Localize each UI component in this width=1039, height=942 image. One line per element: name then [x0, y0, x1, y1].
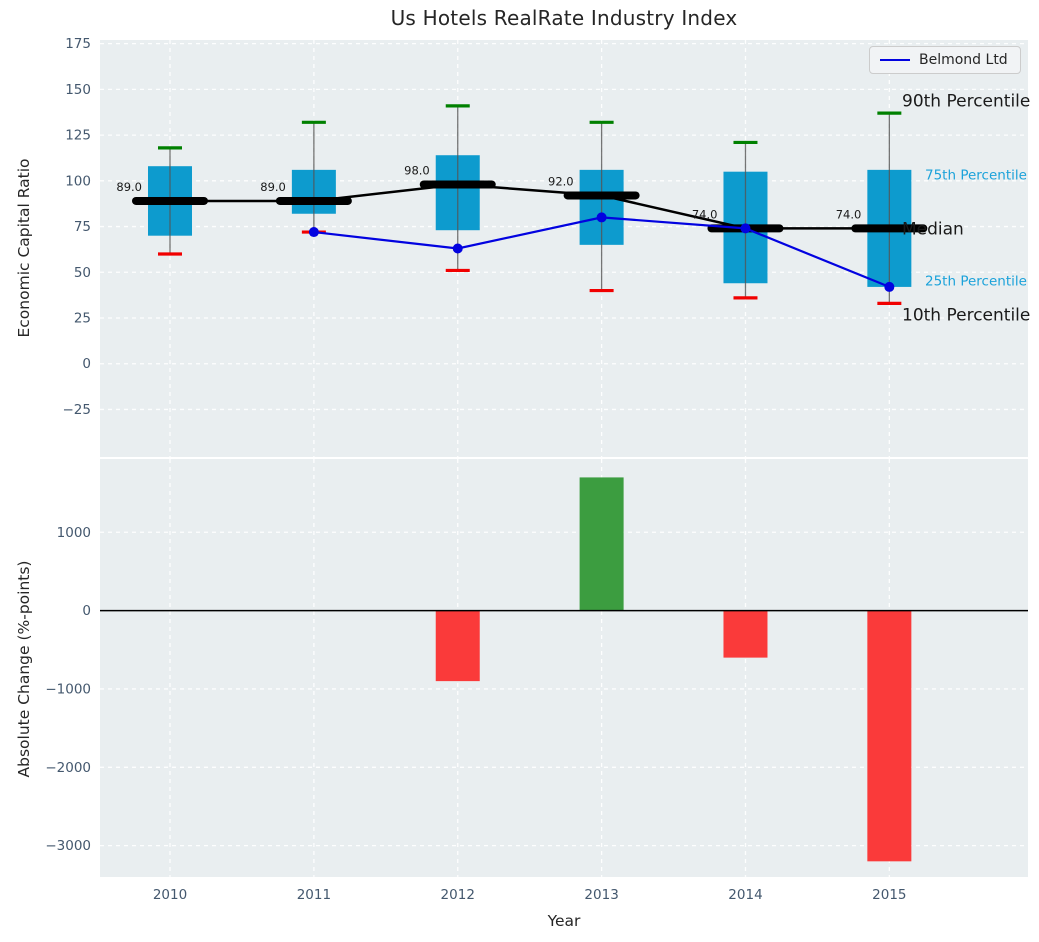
- median-value-label: 89.0: [116, 180, 142, 194]
- x-axis-label: Year: [547, 912, 581, 930]
- x-tick-label: 2015: [872, 887, 906, 903]
- chart-title: Us Hotels RealRate Industry Index: [390, 6, 738, 30]
- annotation-label: 10th Percentile: [902, 305, 1030, 325]
- top-y-tick-label: 100: [65, 173, 91, 189]
- bottom-y-tick-label: −3000: [45, 838, 91, 854]
- x-tick-label: 2013: [584, 887, 618, 903]
- bottom-y-tick-label: −2000: [45, 760, 91, 776]
- belmond-marker: [308, 227, 319, 238]
- top-y-tick-label: 175: [65, 36, 91, 52]
- x-tick-label: 2010: [153, 887, 187, 903]
- bar-2015: [867, 610, 912, 862]
- top-y-tick-label: 150: [65, 82, 91, 98]
- median-value-label: 89.0: [260, 180, 286, 194]
- median-value-label: 74.0: [836, 207, 862, 221]
- annotation-label: 25th Percentile: [925, 274, 1027, 290]
- legend-line-sample-icon: [880, 59, 910, 61]
- x-tick-label: 2014: [728, 887, 762, 903]
- median-value-label: 74.0: [692, 207, 718, 221]
- median-value-label: 98.0: [404, 163, 430, 177]
- bottom-y-tick-label: 1000: [57, 525, 91, 541]
- bottom-y-tick-label: −1000: [45, 681, 91, 697]
- median-value-label: 92.0: [548, 174, 574, 188]
- top-y-tick-label: 25: [74, 311, 91, 327]
- top-y-tick-label: 75: [74, 219, 91, 235]
- belmond-marker: [596, 212, 607, 223]
- top-y-axis-label: Economic Capital Ratio: [15, 158, 33, 338]
- top-y-tick-label: 125: [65, 128, 91, 144]
- belmond-marker: [452, 243, 463, 254]
- legend: Belmond Ltd: [869, 46, 1021, 74]
- bar-2013: [579, 477, 624, 611]
- top-y-tick-label: 50: [74, 265, 91, 281]
- belmond-marker: [740, 223, 751, 234]
- bottom-y-axis-label: Absolute Change (%-points): [15, 560, 33, 778]
- top-y-tick-label: −25: [63, 402, 92, 418]
- top-y-tick-label: 0: [82, 356, 91, 372]
- bar-2014: [723, 610, 768, 658]
- annotation-label: 75th Percentile: [925, 168, 1027, 184]
- annotation-label: Median: [902, 219, 964, 239]
- legend-label: Belmond Ltd: [919, 52, 1008, 68]
- x-tick-label: 2012: [441, 887, 475, 903]
- x-tick-label: 2011: [297, 887, 331, 903]
- bar-2012: [435, 610, 480, 682]
- belmond-marker: [884, 281, 895, 292]
- annotation-label: 90th Percentile: [902, 91, 1030, 111]
- bottom-y-tick-label: 0: [82, 603, 91, 619]
